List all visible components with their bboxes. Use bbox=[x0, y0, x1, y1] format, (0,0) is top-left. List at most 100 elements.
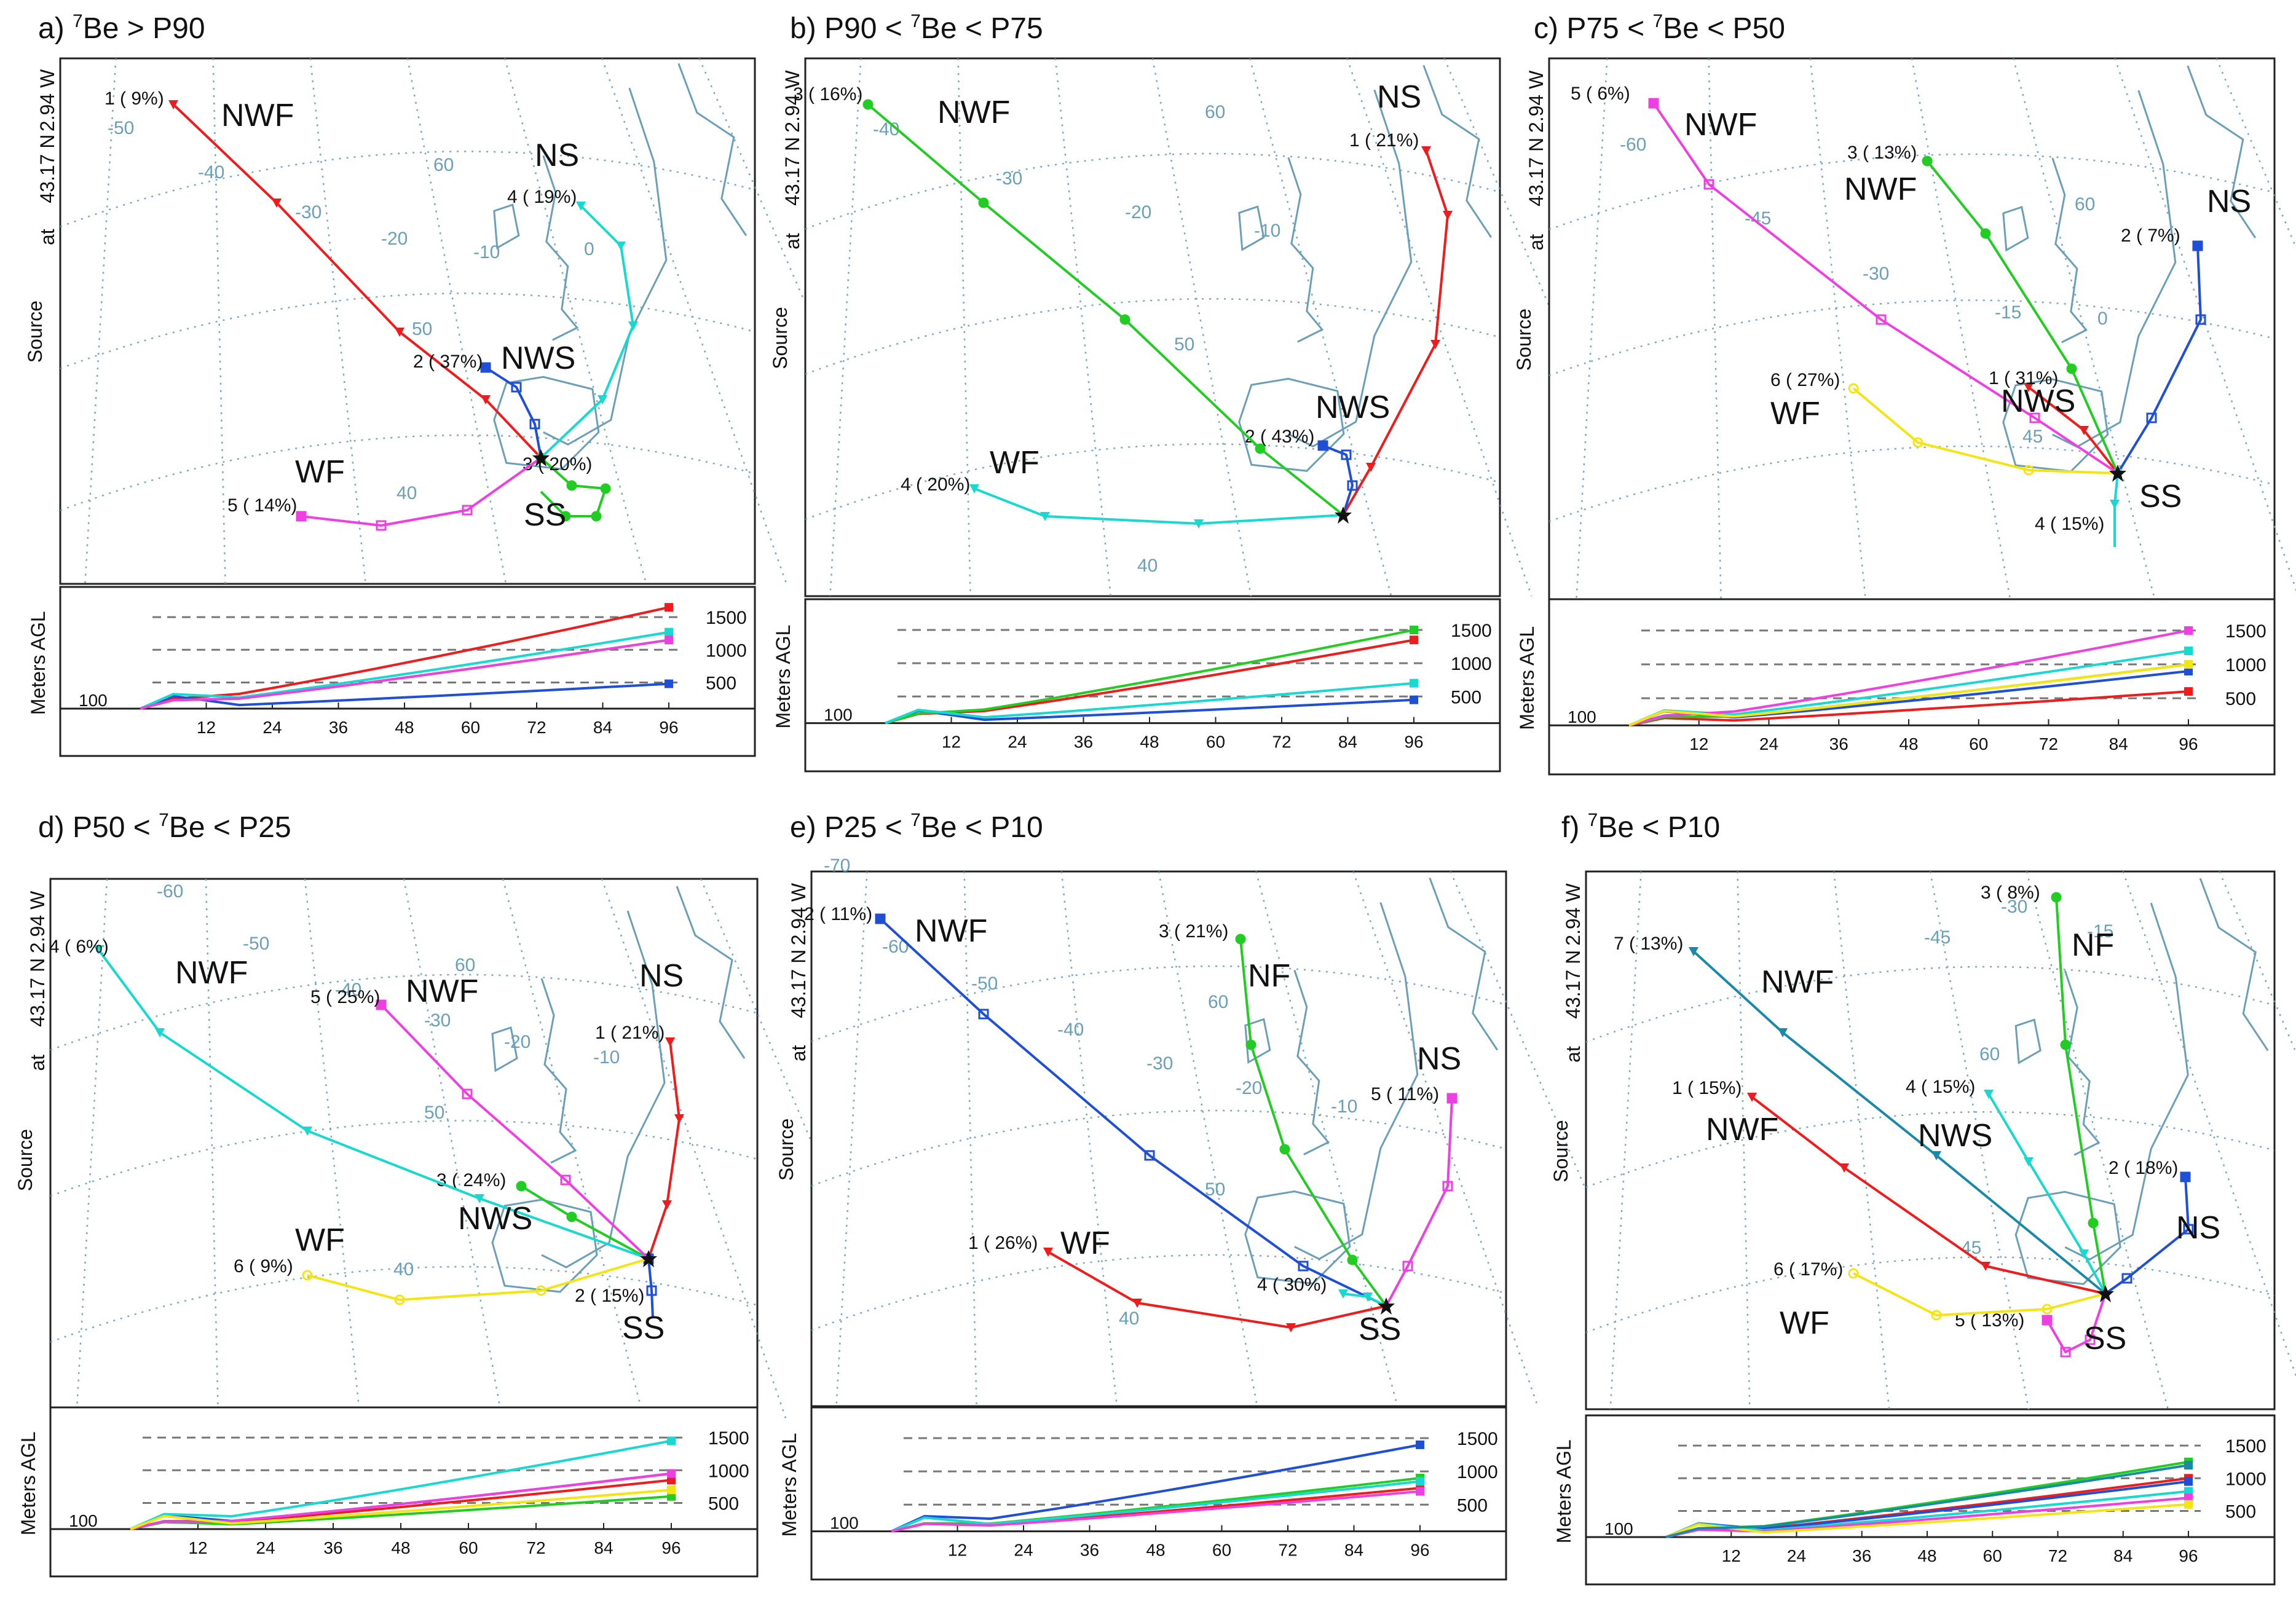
trajectory-line-2 bbox=[879, 918, 1387, 1307]
height-level-label: 500 bbox=[2225, 689, 2256, 709]
height-curve-end-marker bbox=[2184, 1477, 2193, 1486]
side-source-label: Source bbox=[14, 1129, 36, 1191]
side-lon-label: 2.94 W bbox=[26, 891, 49, 953]
height-curve-end-marker bbox=[2184, 1493, 2193, 1503]
region-label: NWF bbox=[915, 913, 987, 949]
trajectory-marker bbox=[560, 511, 571, 522]
height-level-label: 500 bbox=[2225, 1501, 2256, 1522]
meridian-line bbox=[1576, 58, 1608, 600]
height-tick-label: 48 bbox=[391, 1538, 410, 1557]
trajectory-marker bbox=[1980, 228, 1991, 239]
panel-title: b) P90 < 7Be < P75 bbox=[790, 11, 1043, 45]
side-source-label: Source bbox=[1513, 309, 1535, 371]
coastline bbox=[491, 886, 746, 1293]
height-tick-label: 12 bbox=[1722, 1546, 1741, 1565]
panel-title-suffix: Be < P10 bbox=[1598, 811, 1720, 844]
panel-title-suffix: Be < P75 bbox=[921, 12, 1043, 45]
trajectory-label: 3 ( 8%) bbox=[1981, 883, 2040, 903]
trajectory-marker bbox=[1430, 340, 1440, 349]
trajectory-marker bbox=[1363, 1292, 1373, 1302]
side-source-label: Source bbox=[775, 1119, 797, 1181]
grid-label: -10 bbox=[1331, 1096, 1357, 1117]
height-curve-5 bbox=[891, 1490, 1421, 1533]
height-axis-label: Meters AGL bbox=[1553, 1439, 1575, 1543]
side-labels: Source at 43.17 N 2.94 W bbox=[14, 891, 49, 1191]
height-curve-end-marker bbox=[665, 627, 673, 637]
height-level-label: 1500 bbox=[706, 608, 747, 628]
height-tick-label: 72 bbox=[2048, 1546, 2067, 1565]
height-curve-end-marker bbox=[1416, 1477, 1424, 1486]
trajectory-marker bbox=[2066, 363, 2077, 374]
height-tick-label: 84 bbox=[1338, 733, 1357, 752]
meridian-line bbox=[957, 58, 971, 597]
trajectory-marker bbox=[1848, 383, 1859, 394]
panel-title-prefix: f) bbox=[1561, 811, 1588, 844]
grid-labels: -40 -30 -20 -10 60 50 40 bbox=[873, 102, 1280, 576]
height-tick-label: 48 bbox=[1899, 734, 1918, 753]
trajectory-marker bbox=[665, 1037, 675, 1047]
meridian-line bbox=[1151, 58, 1252, 597]
coast-ireland bbox=[2002, 206, 2029, 252]
height-tick-label: 72 bbox=[526, 1538, 545, 1557]
trajectory-marker bbox=[535, 1285, 546, 1296]
trajectory-line-2 bbox=[1322, 444, 1354, 516]
region-label: NWF bbox=[937, 95, 1010, 130]
trajectory-marker bbox=[2051, 892, 2062, 903]
trajectory-line-3 bbox=[540, 457, 607, 517]
coast-scandinavia bbox=[2187, 65, 2257, 238]
region-label: SS bbox=[2084, 1321, 2126, 1356]
side-lat-label: 43.17 N bbox=[1562, 950, 1584, 1019]
height-level-label: 500 bbox=[708, 1493, 739, 1514]
height-tick-label: 72 bbox=[1272, 733, 1291, 752]
side-labels: Source at 43.17 N 2.94 W bbox=[775, 883, 810, 1181]
grid-label: -40 bbox=[873, 119, 899, 140]
trajectory-marker bbox=[2060, 1039, 2071, 1050]
trajectory-label: 4 ( 30%) bbox=[1257, 1275, 1327, 1295]
height-curve-1 bbox=[885, 639, 1414, 725]
grid-label: -20 bbox=[381, 229, 408, 249]
parallel-line bbox=[1548, 445, 2275, 522]
meridian-line bbox=[1054, 58, 1112, 597]
trajectory-marker bbox=[462, 1088, 473, 1099]
grid-label: -10 bbox=[593, 1047, 620, 1068]
meridian-line bbox=[1929, 871, 2030, 1410]
trajectory-marker bbox=[1286, 1323, 1296, 1332]
trajectory-marker bbox=[1442, 1181, 1453, 1192]
trajectory-marker bbox=[2180, 1171, 2191, 1182]
grid-label: -10 bbox=[1254, 221, 1280, 241]
trajectory-line-6 bbox=[1853, 1272, 2106, 1316]
height-tick-label: 96 bbox=[2179, 1546, 2198, 1565]
trajectory-label: 3 ( 16%) bbox=[793, 84, 862, 104]
coast-scandinavia bbox=[1422, 65, 1493, 238]
panel-title: f) 7Be < P10 bbox=[1561, 810, 1720, 844]
trajectory-line-3 bbox=[2055, 897, 2107, 1294]
trajectory-label: 4 ( 19%) bbox=[507, 187, 577, 207]
meridian-line bbox=[1911, 58, 2011, 600]
height-tick-label: 36 bbox=[1080, 1541, 1099, 1560]
trajectory-label: 5 ( 6%) bbox=[1571, 84, 1630, 104]
trajectory-marker bbox=[628, 321, 638, 331]
meridian-line bbox=[1346, 58, 1533, 597]
panel-title-superscript: 7 bbox=[1588, 810, 1598, 830]
grid-label: -50 bbox=[108, 118, 134, 138]
meridian-line bbox=[835, 871, 868, 1407]
height-tick-label: 36 bbox=[1829, 734, 1848, 753]
trajectory-label: 2 ( 15%) bbox=[575, 1286, 644, 1306]
height-tick-label: 96 bbox=[661, 1538, 681, 1557]
coast-iberia bbox=[493, 376, 600, 470]
trajectory-line-5 bbox=[380, 1004, 650, 1260]
trajectory-marker bbox=[1443, 211, 1453, 220]
grid-label: -30 bbox=[2001, 897, 2027, 917]
coast-britain bbox=[1293, 970, 1330, 1155]
trajectory-marker bbox=[969, 484, 979, 494]
trajectory-label: 2 ( 11%) bbox=[804, 904, 872, 924]
height-curve-5 bbox=[1628, 629, 2189, 727]
graticule bbox=[805, 58, 1673, 597]
parallel-line bbox=[50, 1265, 758, 1343]
grid-label: 60 bbox=[1979, 1044, 2000, 1064]
trajectory-marker bbox=[2024, 1157, 2034, 1166]
grid-label: -60 bbox=[157, 881, 183, 902]
